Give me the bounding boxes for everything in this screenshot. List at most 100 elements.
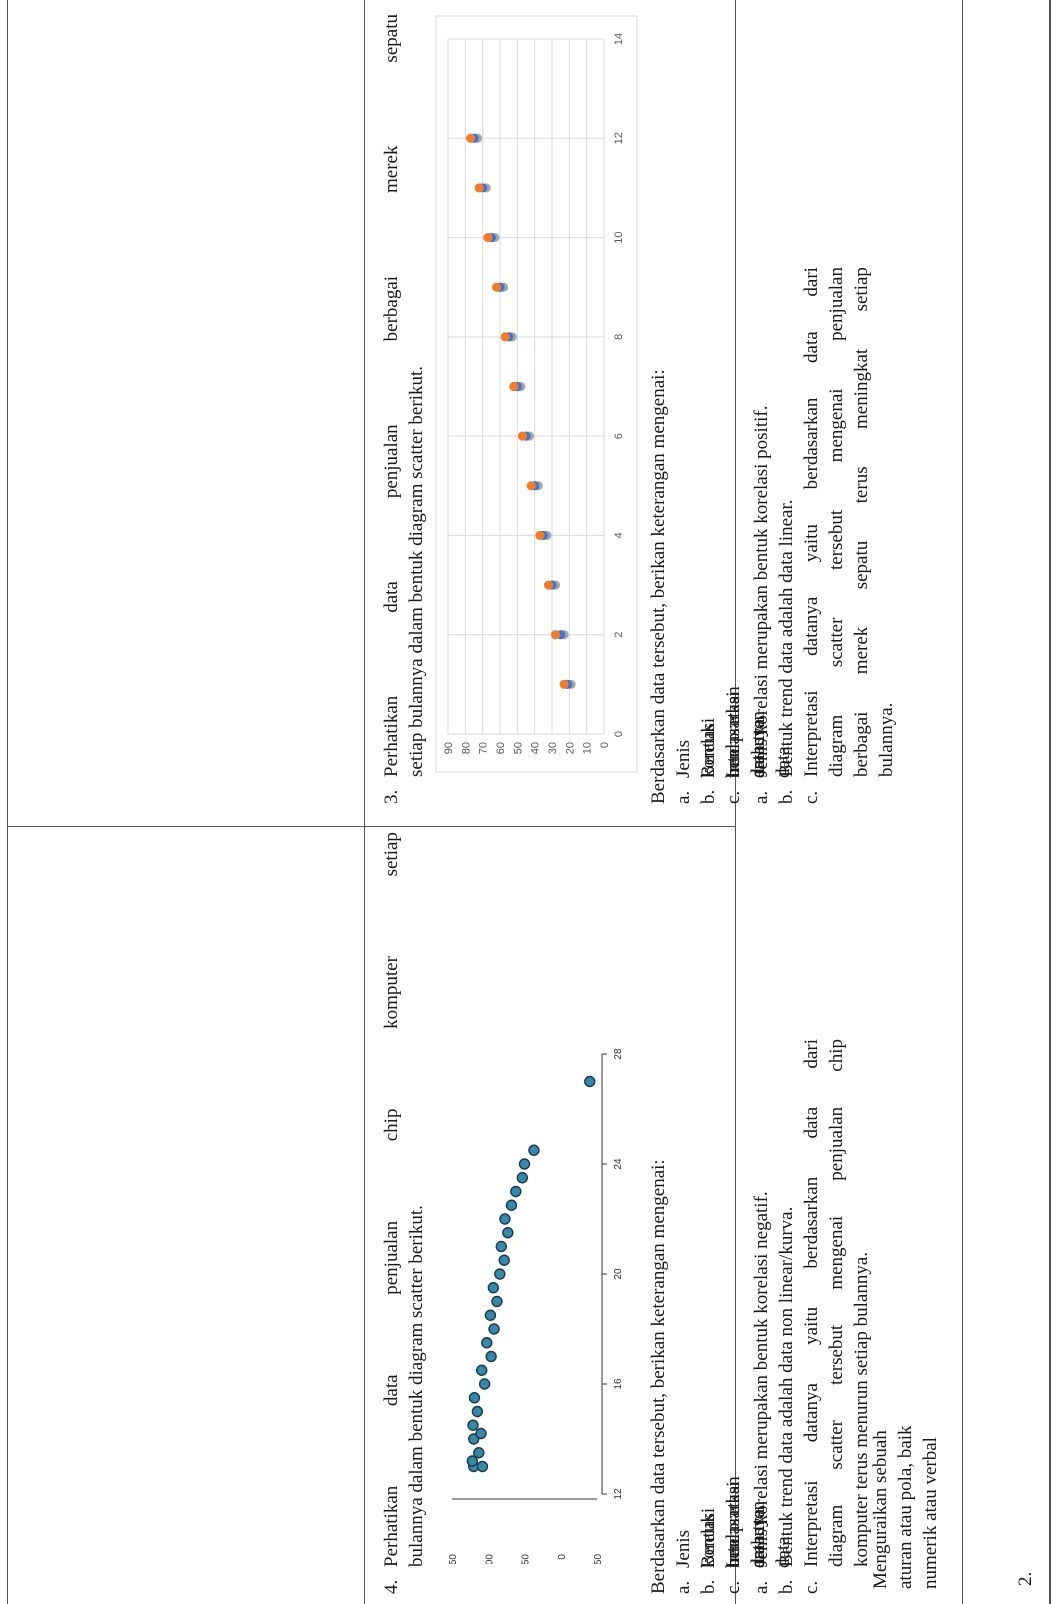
word: diagram: [826, 1504, 847, 1567]
answer-marker: a.: [751, 1580, 772, 1594]
y-tick-label: 20: [564, 742, 576, 754]
word: penjualan: [826, 1106, 847, 1181]
sub-item-marker: b.: [698, 1579, 719, 1594]
x-tick-label: 24: [613, 1158, 624, 1170]
data-point: [516, 1172, 529, 1184]
data-point: [487, 1282, 500, 1294]
word: Perhatikan: [381, 1485, 402, 1567]
data-point: [475, 1427, 487, 1440]
answer-marker: c.: [801, 1580, 822, 1594]
y-tick-label: 100: [484, 1554, 495, 1564]
word: dari: [801, 1039, 822, 1069]
data-point: [494, 1268, 506, 1280]
answer-marker: a.: [751, 790, 772, 804]
answer-3: a. Jenis korelasi merupakan bentuk korel…: [742, 12, 957, 804]
y-tick-label: 50: [521, 1554, 532, 1564]
y-tick-label: 150: [448, 1554, 459, 1564]
y-tick-label: 40: [530, 742, 542, 754]
word: berdasarkan: [801, 397, 822, 490]
sub-item: b. Bentuk tren datanya.: [696, 714, 769, 804]
x-tick-label: 10: [613, 231, 625, 243]
answer-text: Bentuk trend data adalah data non linear…: [776, 1206, 797, 1567]
answer-text: Jenis korelasi merupakan bentuk korelasi…: [751, 1191, 772, 1567]
word: merek: [851, 626, 872, 675]
word: chip: [381, 1108, 402, 1142]
table-row-divider: [7, 826, 736, 827]
x-tick-label: 12: [613, 1488, 624, 1500]
data-point: [543, 580, 554, 590]
y-tick-label: 90: [443, 742, 455, 754]
sub-item-marker: a.: [673, 790, 694, 804]
stem-line-2: setiap bulannya dalam bentuk diagram sca…: [406, 366, 427, 777]
data-point: [471, 1405, 484, 1418]
sub-item: a. Jenis korelasi berdasarkan arah tren …: [671, 686, 794, 804]
data-point: [502, 1227, 514, 1239]
data-point: [478, 1378, 491, 1390]
word: mengenai: [826, 1215, 847, 1290]
y-tick-label: 70: [478, 742, 490, 754]
y-tick-label: 0: [557, 1554, 568, 1560]
question-instruction: Berdasarkan data tersebut, berikan keter…: [648, 1159, 669, 1594]
data-point: [468, 1392, 481, 1404]
y-tick-label: 10: [582, 742, 594, 754]
word: komputer: [381, 956, 402, 1029]
sub-item-marker: c.: [723, 790, 744, 804]
word: data: [801, 331, 822, 363]
data-point: [505, 1199, 518, 1211]
word: scatter: [826, 1420, 847, 1470]
word: sepatu: [851, 540, 872, 590]
y-tick-label: 60: [495, 742, 507, 754]
x-tick-label: 6: [613, 433, 625, 439]
x-tick-label: 14: [613, 33, 625, 45]
answer-marker: c.: [801, 790, 822, 804]
data-point: [484, 1309, 497, 1321]
row-number: 2.: [1015, 1571, 1036, 1586]
word: chip: [826, 1039, 847, 1072]
sub-item-list: a. Jenis korelasi berdasarkan arah tren …: [671, 686, 794, 804]
data-point: [491, 282, 502, 292]
sub-item: b. Bentuk tren datanya.: [696, 1504, 769, 1594]
data-point: [476, 1460, 489, 1473]
word: penjualan: [381, 1220, 402, 1295]
word: penjualan: [381, 424, 402, 499]
word: penjualan: [826, 267, 847, 341]
y-tick-label: 50: [512, 742, 524, 754]
word: diagram: [826, 714, 847, 777]
sub-item-marker: b.: [698, 789, 719, 804]
data-point: [528, 1144, 540, 1156]
word: setiap: [381, 832, 402, 877]
question-stem: Perhatikan data penjualan berbagai merek sepa…: [379, 14, 429, 777]
data-point: [498, 1254, 510, 1266]
x-tick-label: 16: [613, 1378, 624, 1390]
answer-line: bulannya.: [876, 702, 897, 777]
data-point: [466, 1455, 478, 1467]
sub-item-marker: c.: [723, 1580, 744, 1594]
y-tick-label: 0: [599, 742, 611, 748]
word: mengenai: [826, 388, 847, 463]
data-point: [473, 1447, 485, 1459]
sub-item-marker: a.: [673, 1580, 694, 1594]
answer-line: diagram scatter tersebut mengenai penjualan c…: [824, 1039, 849, 1567]
x-tick-label: 12: [613, 132, 625, 144]
data-point: [495, 1240, 507, 1253]
sub-item: a. Jenis korelasi berdasarkan arah tren …: [671, 1476, 794, 1594]
word: berdasarkan: [801, 1176, 822, 1269]
question-number: 3.: [381, 789, 402, 804]
x-tick-label: 8: [613, 334, 625, 340]
x-tick-label: 20: [613, 1268, 624, 1280]
answer-marker: b.: [776, 1579, 797, 1594]
answer-line: berbagai merek sepatu terus meningkat setiap: [849, 267, 874, 777]
data-point: [584, 1075, 596, 1088]
word: datanya: [801, 1383, 822, 1443]
word: berbagai: [851, 711, 872, 777]
word: sepatu: [381, 14, 402, 63]
word: scatter: [826, 617, 847, 668]
question-instruction: Berdasarkan data tersebut, berikan keter…: [648, 369, 669, 804]
word: data: [801, 1106, 822, 1139]
data-point: [500, 332, 510, 342]
word: meningkat: [851, 348, 872, 429]
question-stem: Perhatikan data penjualan chip komputer setia…: [379, 832, 429, 1567]
data-point: [509, 381, 519, 392]
data-point: [491, 1295, 503, 1308]
x-tick-label: 4: [613, 532, 625, 538]
